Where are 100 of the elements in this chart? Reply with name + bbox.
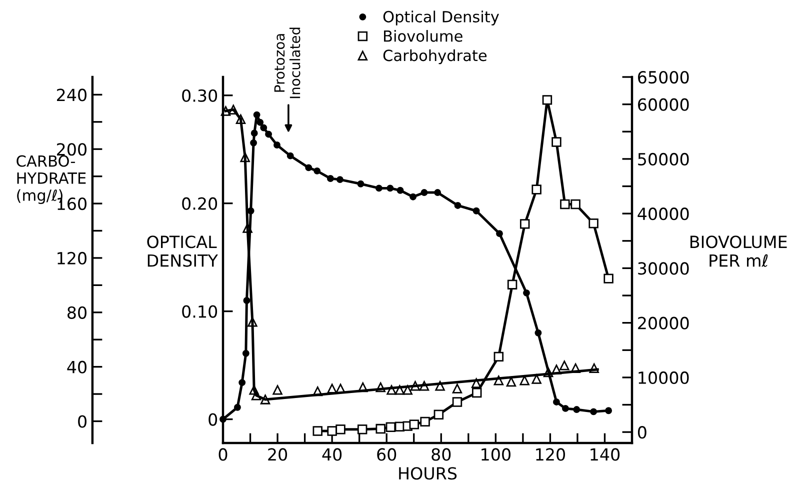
point bbox=[336, 176, 344, 184]
point bbox=[552, 364, 562, 374]
point bbox=[570, 363, 580, 374]
point bbox=[605, 407, 612, 414]
point bbox=[357, 180, 364, 188]
point bbox=[305, 164, 312, 172]
point bbox=[543, 367, 554, 378]
point bbox=[314, 167, 321, 174]
y3-tick-label: 120 bbox=[58, 252, 86, 265]
point bbox=[420, 416, 430, 427]
point bbox=[336, 384, 346, 394]
point bbox=[220, 106, 231, 116]
y2-tick-label: 0 bbox=[638, 426, 646, 439]
point bbox=[434, 410, 444, 420]
point bbox=[435, 380, 445, 391]
point bbox=[260, 394, 270, 404]
point bbox=[376, 424, 386, 434]
point bbox=[274, 142, 280, 148]
point bbox=[312, 426, 322, 436]
y-tick-label: 0.30 bbox=[182, 89, 218, 102]
x-tick-label: 100 bbox=[482, 448, 510, 461]
point bbox=[420, 189, 428, 196]
point bbox=[327, 384, 337, 394]
point bbox=[494, 376, 504, 386]
y-tick-label: 0.20 bbox=[182, 197, 218, 210]
point bbox=[386, 422, 396, 432]
point bbox=[507, 280, 518, 290]
point bbox=[256, 118, 264, 126]
point bbox=[506, 376, 516, 387]
y2-tick-label: 10000 bbox=[638, 371, 689, 384]
x-tick-label: 40 bbox=[322, 448, 342, 461]
point bbox=[312, 386, 322, 396]
point bbox=[471, 378, 482, 388]
point bbox=[573, 406, 580, 414]
point bbox=[358, 382, 368, 392]
point bbox=[553, 398, 560, 406]
x-tick-label: 80 bbox=[432, 448, 451, 461]
x-tick-label: 120 bbox=[536, 448, 565, 461]
y3-tick-label: 240 bbox=[56, 88, 86, 102]
point bbox=[386, 184, 394, 192]
point bbox=[265, 130, 272, 138]
point bbox=[589, 363, 599, 374]
point bbox=[394, 385, 405, 395]
y2-tick-label: 20000 bbox=[638, 316, 689, 330]
y2-tick-label: 30000 bbox=[638, 262, 689, 275]
point bbox=[396, 186, 404, 194]
x-axis-title: HOURS bbox=[399, 467, 457, 480]
point bbox=[228, 104, 238, 115]
y2-tick-label: 50000 bbox=[638, 152, 689, 166]
point bbox=[590, 408, 598, 416]
point bbox=[496, 230, 503, 238]
point bbox=[604, 274, 614, 284]
point bbox=[552, 137, 562, 147]
point bbox=[375, 184, 382, 192]
y-tick-label: 0.10 bbox=[182, 305, 218, 318]
x-tick-label: 60 bbox=[377, 448, 396, 461]
x-tick-label: 140 bbox=[590, 448, 620, 461]
point bbox=[472, 388, 482, 398]
point bbox=[452, 384, 462, 394]
point bbox=[562, 404, 569, 412]
point bbox=[454, 202, 462, 209]
point bbox=[248, 317, 258, 327]
point bbox=[520, 376, 530, 386]
legend-label: Optical Density bbox=[383, 10, 499, 26]
point bbox=[238, 379, 246, 386]
point bbox=[472, 207, 480, 214]
point bbox=[560, 360, 570, 370]
point bbox=[402, 385, 412, 395]
point bbox=[532, 184, 542, 194]
point bbox=[250, 139, 258, 146]
x-tick-label: 20 bbox=[268, 448, 288, 461]
point bbox=[272, 385, 282, 395]
point bbox=[220, 416, 226, 423]
y-axis-title: OPTICAL DENSITY bbox=[147, 236, 218, 267]
y3-tick-label: 0 bbox=[78, 415, 86, 428]
y3-tick-label: 80 bbox=[68, 306, 86, 319]
point bbox=[326, 175, 334, 182]
point bbox=[588, 218, 598, 228]
point bbox=[327, 426, 337, 436]
point bbox=[249, 385, 259, 395]
point bbox=[357, 424, 368, 434]
point bbox=[520, 219, 530, 229]
point bbox=[542, 95, 552, 105]
y-tick-label: 0 bbox=[208, 413, 218, 426]
point bbox=[523, 289, 530, 296]
annotation: Protozoa Inoculated bbox=[274, 28, 300, 98]
point bbox=[234, 404, 241, 411]
legend-label: Biovolume bbox=[384, 30, 462, 42]
legend-label: Carbohydrate bbox=[383, 49, 487, 64]
point bbox=[286, 152, 294, 160]
y2-axis-title: BIOVOLUME PER mℓ bbox=[690, 236, 787, 267]
point bbox=[336, 424, 346, 434]
x-tick-label: 0 bbox=[218, 448, 228, 461]
y3-tick-label: 40 bbox=[67, 360, 86, 374]
point bbox=[494, 352, 504, 362]
point bbox=[534, 329, 542, 336]
point bbox=[376, 382, 386, 392]
point bbox=[410, 193, 417, 200]
point bbox=[570, 199, 580, 210]
point bbox=[434, 189, 442, 196]
